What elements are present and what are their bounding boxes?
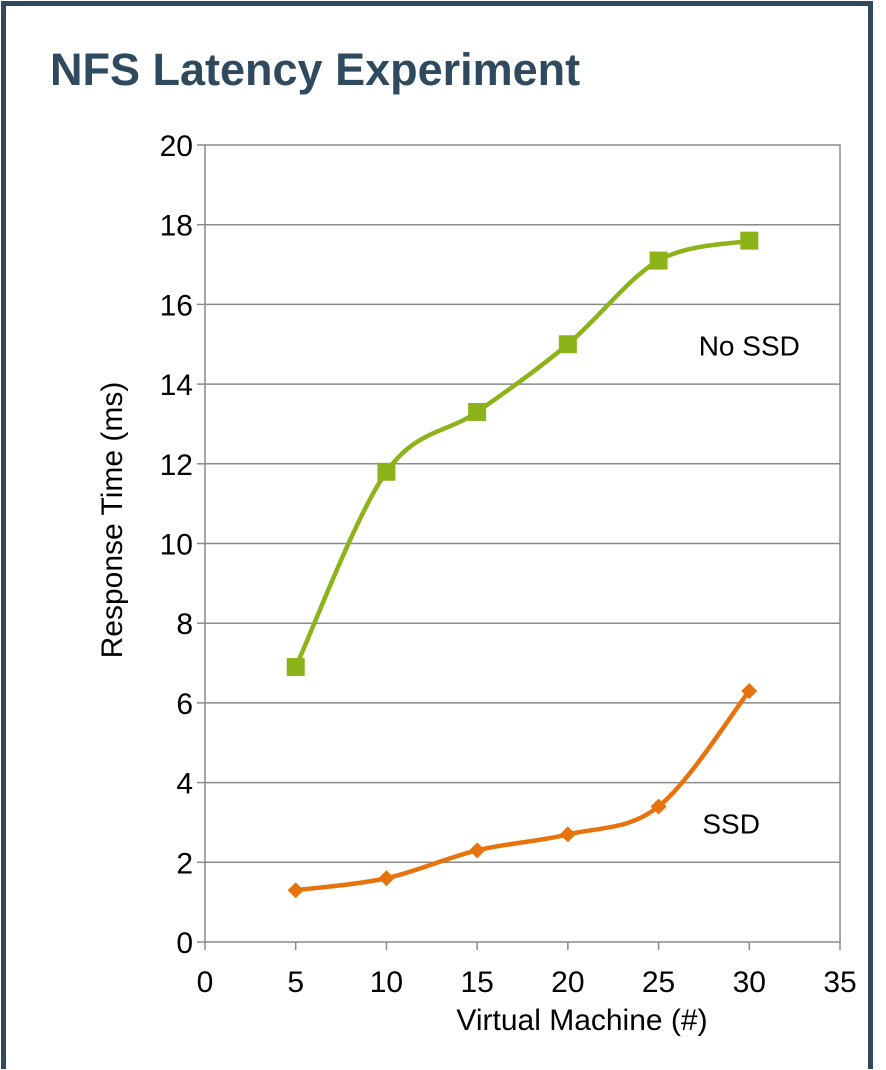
x-tick-label: 5: [287, 966, 304, 999]
x-tick-label: 0: [197, 966, 214, 999]
data-point-diamond: [378, 870, 395, 887]
y-tick-label: 18: [160, 210, 193, 243]
y-tick-label: 8: [176, 608, 193, 641]
y-axis-title: Response Time (ms): [96, 382, 129, 659]
y-tick-label: 20: [160, 130, 193, 163]
y-tick-label: 16: [160, 289, 193, 322]
data-point-square: [377, 462, 396, 481]
y-tick-label: 12: [160, 449, 193, 482]
data-point-square: [558, 335, 577, 354]
y-tick-label: 0: [176, 927, 193, 960]
data-point-square: [649, 251, 668, 270]
x-tick-label: 15: [460, 966, 493, 999]
y-tick-label: 14: [160, 369, 193, 402]
y-tick-label: 4: [176, 768, 193, 801]
axes: 0 2 4 6 8 10 12 14 16 18 20 0 5 10 15 20 25 30 35: [160, 130, 857, 999]
y-tick-label: 2: [176, 847, 193, 880]
gridlines: [205, 223, 840, 864]
series-no-ssd: [286, 231, 759, 677]
x-tick-label: 20: [551, 966, 584, 999]
series-annotation: No SSD: [699, 330, 800, 361]
data-point-square: [468, 402, 487, 421]
x-tick-label: 30: [733, 966, 766, 999]
series: [286, 231, 759, 899]
data-point-diamond: [559, 826, 576, 843]
x-tick-label: 35: [823, 966, 856, 999]
series-ssd: [287, 682, 758, 899]
data-point-square: [286, 658, 305, 677]
data-point-diamond: [287, 882, 304, 899]
annotations: No SSD SSD: [699, 330, 800, 839]
data-point-diamond: [741, 682, 758, 699]
x-tick-label: 10: [370, 966, 403, 999]
y-tick-label: 10: [160, 529, 193, 562]
y-tick-label: 6: [176, 688, 193, 721]
x-axis-title: Virtual Machine (#): [456, 1004, 707, 1037]
slide-title: NFS Latency Experiment: [50, 44, 581, 95]
data-point-square: [740, 231, 759, 250]
x-tick-label: 25: [642, 966, 675, 999]
series-line-ssd: [293, 688, 752, 893]
series-annotation: SSD: [702, 808, 760, 839]
data-point-diamond: [650, 798, 667, 815]
data-point-diamond: [469, 842, 486, 859]
